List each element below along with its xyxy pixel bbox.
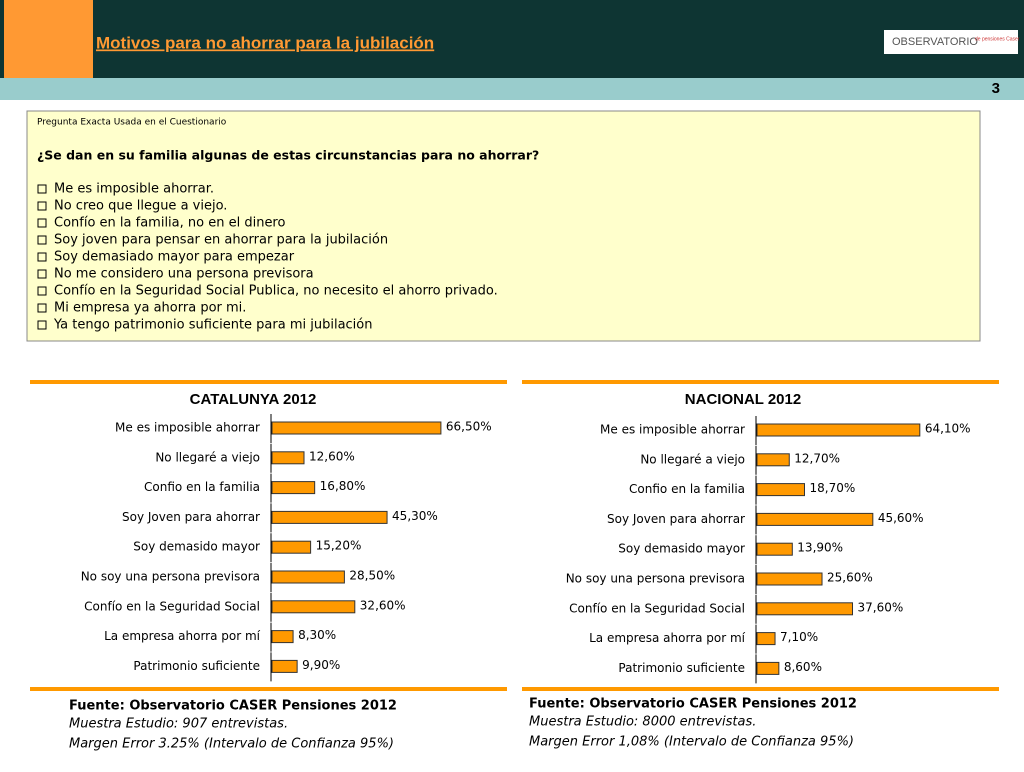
bar: [756, 512, 874, 526]
logo: OBSERVATORIO: [892, 36, 978, 48]
bar: [756, 423, 921, 437]
question-option: Ya tengo patrimonio suficiente para mi j…: [53, 318, 373, 333]
margin-note: Margen Error 1,08% (Intervalo de Confian…: [529, 735, 854, 750]
page-number: 3: [992, 80, 1000, 97]
question-label: Pregunta Exacta Usada en el Cuestionario: [37, 118, 227, 128]
category-label: No soy una persona previsora: [566, 572, 745, 586]
value-label: 25,60%: [827, 571, 873, 585]
question-option: No creo que llegue a viejo.: [54, 199, 227, 214]
checkbox-icon: [37, 218, 47, 228]
category-label: No llegaré a viejo: [155, 450, 260, 464]
category-label: Soy demasido mayor: [133, 540, 260, 554]
value-label: 12,60%: [309, 449, 355, 463]
category-label: Me es imposible ahorrar: [600, 423, 745, 437]
category-label: Confío en la Seguridad Social: [569, 601, 745, 615]
bar: [756, 661, 780, 675]
question-option: No me considero una persona previsora: [54, 267, 314, 282]
value-label: 45,30%: [392, 509, 438, 523]
value-label: 15,20%: [316, 539, 362, 553]
question-box: [26, 110, 981, 342]
source-note: Fuente: Observatorio CASER Pensiones 201…: [529, 697, 857, 712]
margin-note: Margen Error 3.25% (Intervalo de Confian…: [69, 737, 394, 752]
bar: [756, 602, 854, 616]
logo-box: [884, 30, 1018, 54]
category-label: No llegaré a viejo: [640, 452, 745, 466]
checkbox-icon: [37, 184, 47, 194]
chart-title: NACIONAL 2012: [685, 391, 801, 408]
category-label: No soy una persona previsora: [81, 570, 260, 584]
chart-title: CATALUNYA 2012: [190, 391, 317, 408]
value-label: 66,50%: [446, 420, 492, 434]
value-label: 7,10%: [780, 630, 818, 644]
bar: [271, 481, 316, 495]
checkbox-icon: [37, 286, 47, 296]
header-accent: [4, 0, 93, 78]
category-label: Confío en la Seguridad Social: [84, 599, 260, 613]
category-label: Confio en la familia: [144, 480, 260, 494]
checkbox-icon: [37, 252, 47, 262]
checkbox-icon: [37, 201, 47, 211]
value-label: 13,90%: [797, 541, 843, 555]
checkbox-icon: [37, 303, 47, 313]
bar: [756, 542, 793, 556]
question-option: Confío en la Seguridad Social Publica, n…: [54, 284, 498, 299]
bar: [271, 630, 294, 644]
bar: [271, 451, 305, 465]
value-label: 8,30%: [298, 628, 336, 642]
value-label: 64,10%: [925, 422, 971, 436]
value-label: 45,60%: [878, 511, 924, 525]
bar: [271, 659, 298, 673]
value-label: 8,60%: [784, 660, 822, 674]
bar: [271, 510, 388, 524]
category-label: La empresa ahorra por mí: [589, 631, 746, 645]
sample-note: Muestra Estudio: 907 entrevistas.: [69, 717, 288, 732]
category-label: Soy demasido mayor: [618, 542, 745, 556]
checkbox-icon: [37, 269, 47, 279]
question-text: ¿Se dan en su familia algunas de estas c…: [37, 148, 539, 163]
question-option: Mi empresa ya ahorra por mi.: [54, 301, 246, 316]
value-label: 18,70%: [809, 481, 855, 495]
category-label: Patrimonio suficiente: [133, 659, 260, 673]
checkbox-icon: [37, 235, 47, 245]
category-label: La empresa ahorra por mí: [104, 629, 261, 643]
category-label: Soy Joven para ahorrar: [607, 512, 745, 526]
question-option: Soy joven para pensar en ahorrar para la…: [54, 233, 388, 248]
question-option: Soy demasiado mayor para empezar: [54, 250, 295, 265]
category-label: Me es imposible ahorrar: [115, 421, 260, 435]
checkbox-icon: [37, 320, 47, 330]
value-label: 12,70%: [794, 451, 840, 465]
category-label: Soy Joven para ahorrar: [122, 510, 260, 524]
header-title: Motivos para no ahorrar para la jubilaci…: [96, 33, 434, 52]
source-note: Fuente: Observatorio CASER Pensiones 201…: [69, 699, 397, 714]
bar: [756, 632, 776, 646]
subheader-band: [0, 78, 1024, 100]
value-label: 28,50%: [349, 569, 395, 583]
bar: [756, 572, 823, 586]
question-option: Confío en la familia, no en el dinero: [54, 216, 285, 231]
bar: [271, 540, 312, 554]
bar: [271, 600, 356, 614]
value-label: 32,60%: [360, 598, 406, 612]
bar: [756, 483, 805, 497]
header-bar: [0, 0, 1024, 78]
logo-sub: de pensiones Caser: [975, 36, 1020, 42]
value-label: 9,90%: [302, 658, 340, 672]
value-label: 37,60%: [858, 600, 904, 614]
bar: [271, 421, 442, 435]
sample-note: Muestra Estudio: 8000 entrevistas.: [529, 715, 756, 730]
category-label: Confio en la familia: [629, 482, 745, 496]
bar: [756, 453, 790, 467]
bar: [271, 570, 345, 584]
question-option: Me es imposible ahorrar.: [54, 182, 214, 197]
category-label: Patrimonio suficiente: [618, 661, 745, 675]
value-label: 16,80%: [320, 479, 366, 493]
